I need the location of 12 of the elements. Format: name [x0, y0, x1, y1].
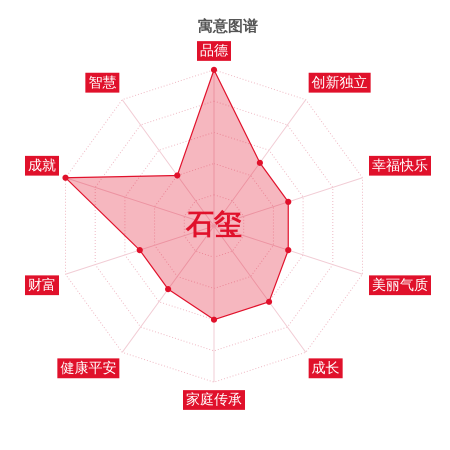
spoke-label: 成长: [312, 360, 340, 376]
spoke-label: 家庭传承: [186, 392, 242, 408]
spoke-label: 品德: [200, 43, 228, 60]
spoke-label: 健康平安: [60, 360, 116, 376]
text: 石玺: [185, 207, 242, 240]
spoke-label: 财富: [28, 277, 56, 294]
spoke-label: 美丽气质: [372, 277, 428, 294]
chart-title: 寓意图谱: [198, 16, 258, 35]
spoke-label: 创新独立: [312, 74, 368, 91]
spoke-label: 成就: [28, 158, 56, 174]
spoke-label: 智慧: [88, 74, 116, 91]
spoke-label: 幸福快乐: [372, 158, 428, 174]
